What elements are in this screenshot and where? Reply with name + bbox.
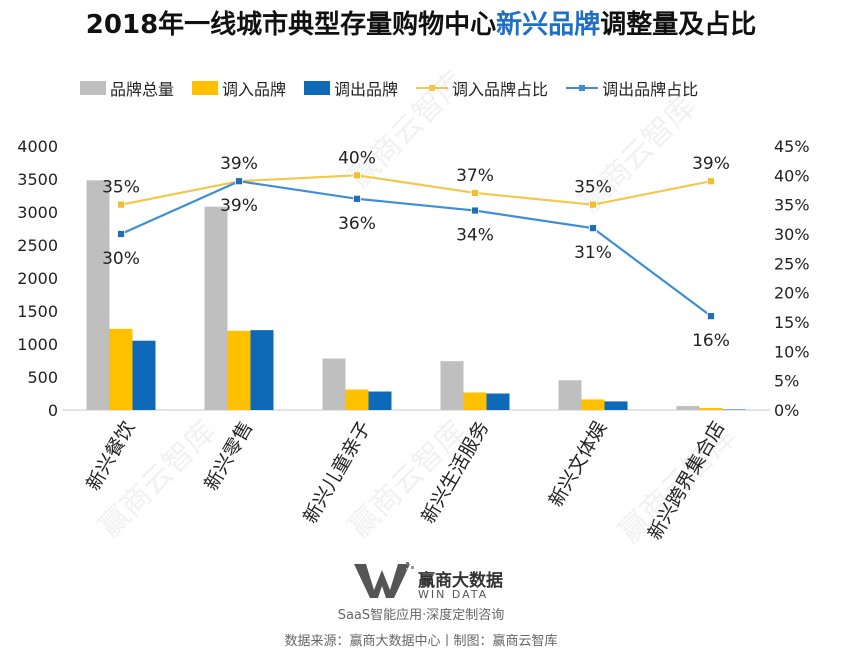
legend-swatch-in xyxy=(192,81,219,95)
legend-label-out: 调出品牌 xyxy=(334,80,399,99)
y-tick-label: 3000 xyxy=(17,203,58,222)
bar-total xyxy=(558,380,582,410)
source-note: 数据来源：赢商大数据中心丨制图：赢商云智库 xyxy=(284,634,558,649)
legend-swatch-out-ratio xyxy=(566,81,599,95)
point-in-ratio xyxy=(117,200,125,209)
win-data-logo-icon xyxy=(354,562,414,598)
legend-label-out-ratio: 调出品牌占比 xyxy=(602,80,699,99)
x-tick-label: 新兴生活服务 xyxy=(417,418,493,528)
y2-tick-label: 45% xyxy=(774,137,810,156)
legend-label-in: 调入品牌 xyxy=(222,80,287,99)
x-tick-label: 新兴儿童亲子 xyxy=(299,418,375,528)
bar-out xyxy=(368,391,392,410)
data-label-in-ratio: 35% xyxy=(102,178,140,198)
bar-total xyxy=(440,361,464,410)
legend-swatch-out xyxy=(304,81,331,95)
chart-title: 2018年一线城市典型存量购物中心新兴品牌调整量及占比 xyxy=(0,4,842,41)
data-label-out-ratio: 16% xyxy=(692,331,730,351)
y-tick-label: 1500 xyxy=(17,302,58,321)
data-label-in-ratio: 39% xyxy=(220,154,258,174)
y-tick-label: 500 xyxy=(27,368,58,387)
y-tick-label: 2000 xyxy=(17,269,58,288)
data-label-in-ratio: 35% xyxy=(574,178,612,198)
y-tick-label: 1000 xyxy=(17,335,58,354)
line-in-ratio xyxy=(120,174,712,206)
bar-total xyxy=(86,180,110,410)
bar-in xyxy=(227,330,251,410)
bar-total xyxy=(204,206,228,410)
bar-out xyxy=(722,409,746,410)
legend-item-total: 品牌总量 xyxy=(80,76,174,100)
chart-legend: 品牌总量 调入品牌 调出品牌 调入品牌占比 调出品牌占比 xyxy=(80,76,716,100)
bar-in xyxy=(345,389,369,410)
point-in-ratio xyxy=(707,177,715,186)
y2-tick-label: 30% xyxy=(774,225,810,244)
point-out-ratio xyxy=(589,224,597,233)
line-out-ratio xyxy=(120,180,712,318)
legend-swatch-total xyxy=(80,81,106,95)
logo-sub: WIN DATA xyxy=(418,588,489,601)
x-tick-label: 新兴零售 xyxy=(200,418,257,495)
bar-in xyxy=(581,399,605,410)
legend-label-in-ratio: 调入品牌占比 xyxy=(452,80,549,99)
bar-out xyxy=(604,401,628,410)
bar-out xyxy=(132,340,156,410)
data-label-in-ratio: 37% xyxy=(456,166,494,186)
y-tick-label: 2500 xyxy=(17,236,58,255)
bar-in xyxy=(699,408,723,410)
x-tick-label: 新兴跨界集合店 xyxy=(644,418,730,544)
point-in-ratio xyxy=(471,189,479,197)
y2-tick-label: 10% xyxy=(774,342,810,361)
y2-tick-label: 25% xyxy=(774,254,810,273)
data-label-in-ratio: 40% xyxy=(338,148,376,168)
chart-svg: 0 500 1000 1500 2000 2500 3000 3500 4000 0% 5% 10% 1… xyxy=(17,137,810,544)
legend-item-in: 调入品牌 xyxy=(192,76,286,100)
point-out-ratio xyxy=(707,312,715,321)
data-label-out-ratio: 34% xyxy=(456,226,494,246)
y2-tick-label: 40% xyxy=(774,166,810,185)
x-tick-label: 新兴餐饮 xyxy=(82,418,139,495)
data-label-out-ratio: 36% xyxy=(338,214,376,234)
bar-out xyxy=(250,330,274,410)
y2-tick-label: 15% xyxy=(774,313,810,332)
y-tick-label: 0 xyxy=(48,401,58,420)
title-highlight: 新兴品牌 xyxy=(496,10,601,40)
legend-swatch-in-ratio xyxy=(416,81,449,95)
point-out-ratio xyxy=(235,177,243,186)
y2-tick-label: 5% xyxy=(774,372,799,391)
y2-tick-label: 35% xyxy=(774,196,810,215)
point-in-ratio xyxy=(589,200,597,209)
y-tick-label: 3500 xyxy=(17,170,58,189)
point-out-ratio xyxy=(471,206,479,215)
bar-total xyxy=(322,358,346,410)
bar-total xyxy=(676,406,700,410)
legend-item-out-ratio: 调出品牌占比 xyxy=(566,76,698,100)
legend-item-in-ratio: 调入品牌占比 xyxy=(416,76,548,100)
data-label-out-ratio: 30% xyxy=(102,249,140,269)
legend-item-out: 调出品牌 xyxy=(304,76,398,100)
x-tick-label: 新兴文体娱 xyxy=(545,418,612,511)
point-in-ratio xyxy=(353,171,361,180)
bar-out xyxy=(486,393,510,410)
data-label-out-ratio: 31% xyxy=(574,243,612,263)
y2-tick-label: 0% xyxy=(774,401,799,420)
bar-in xyxy=(109,328,133,410)
y-tick-label: 4000 xyxy=(17,137,58,156)
title-suffix: 调整量及占比 xyxy=(600,10,757,40)
logo-name: 赢商大数据 xyxy=(418,571,503,591)
tagline: SaaS智能应用·深度定制咨询 xyxy=(337,608,505,623)
data-label-in-ratio: 39% xyxy=(692,154,730,174)
point-out-ratio xyxy=(353,194,361,203)
title-prefix: 2018年一线城市典型存量购物中心 xyxy=(85,10,497,40)
point-out-ratio xyxy=(117,230,125,238)
y2-tick-label: 20% xyxy=(774,284,810,303)
legend-label-total: 品牌总量 xyxy=(110,80,175,99)
bar-in xyxy=(463,392,487,410)
data-label-out-ratio: 39% xyxy=(220,196,258,216)
